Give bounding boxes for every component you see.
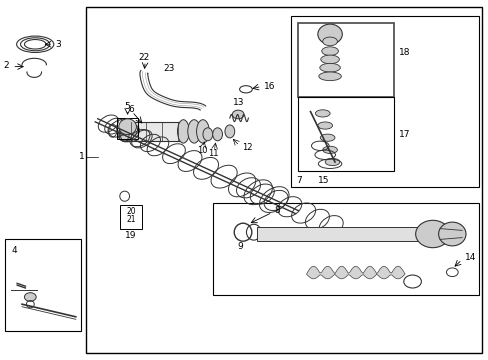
Bar xyxy=(256,227,425,241)
Ellipse shape xyxy=(317,122,332,129)
Ellipse shape xyxy=(438,222,465,246)
Bar xyxy=(5,239,81,331)
Text: 19: 19 xyxy=(125,231,137,240)
Text: 2: 2 xyxy=(3,62,9,71)
Ellipse shape xyxy=(317,24,342,44)
Ellipse shape xyxy=(321,47,338,55)
Text: 11: 11 xyxy=(207,149,218,158)
Ellipse shape xyxy=(232,110,244,119)
Ellipse shape xyxy=(322,146,337,153)
Ellipse shape xyxy=(24,293,36,301)
Ellipse shape xyxy=(120,122,129,141)
Bar xyxy=(298,97,393,171)
Bar xyxy=(117,118,138,139)
Ellipse shape xyxy=(318,72,341,81)
Text: 22: 22 xyxy=(138,53,150,62)
Text: 15: 15 xyxy=(317,176,329,185)
Text: 13: 13 xyxy=(232,98,244,107)
Text: 6: 6 xyxy=(128,105,134,114)
Text: 7: 7 xyxy=(295,176,301,185)
Text: 17: 17 xyxy=(398,130,409,139)
Ellipse shape xyxy=(196,120,209,143)
Text: 3: 3 xyxy=(55,40,61,49)
Bar xyxy=(85,7,481,353)
Text: 23: 23 xyxy=(163,64,175,73)
Ellipse shape xyxy=(320,55,339,64)
Ellipse shape xyxy=(319,63,340,72)
Ellipse shape xyxy=(119,119,136,135)
Text: 5: 5 xyxy=(124,102,130,111)
Text: 1: 1 xyxy=(79,152,84,161)
Ellipse shape xyxy=(187,120,200,143)
Ellipse shape xyxy=(212,128,222,141)
Text: 21: 21 xyxy=(126,215,136,224)
Ellipse shape xyxy=(322,37,337,46)
Ellipse shape xyxy=(177,120,189,143)
Ellipse shape xyxy=(320,134,334,141)
Text: 14: 14 xyxy=(464,253,475,262)
Ellipse shape xyxy=(315,110,329,117)
Bar xyxy=(212,203,478,295)
Ellipse shape xyxy=(415,220,449,248)
Text: 18: 18 xyxy=(398,49,409,58)
Text: 9: 9 xyxy=(237,242,243,251)
Bar xyxy=(290,16,478,187)
Text: 8: 8 xyxy=(274,206,280,215)
Text: 12: 12 xyxy=(242,143,252,152)
Text: 4: 4 xyxy=(11,246,17,255)
Bar xyxy=(124,122,183,141)
Ellipse shape xyxy=(203,128,212,141)
Ellipse shape xyxy=(224,125,234,138)
Text: 20: 20 xyxy=(126,207,136,216)
Bar xyxy=(298,23,393,97)
Text: 16: 16 xyxy=(264,82,275,91)
Text: 10: 10 xyxy=(196,146,207,155)
Ellipse shape xyxy=(325,158,339,166)
Bar xyxy=(120,205,142,229)
